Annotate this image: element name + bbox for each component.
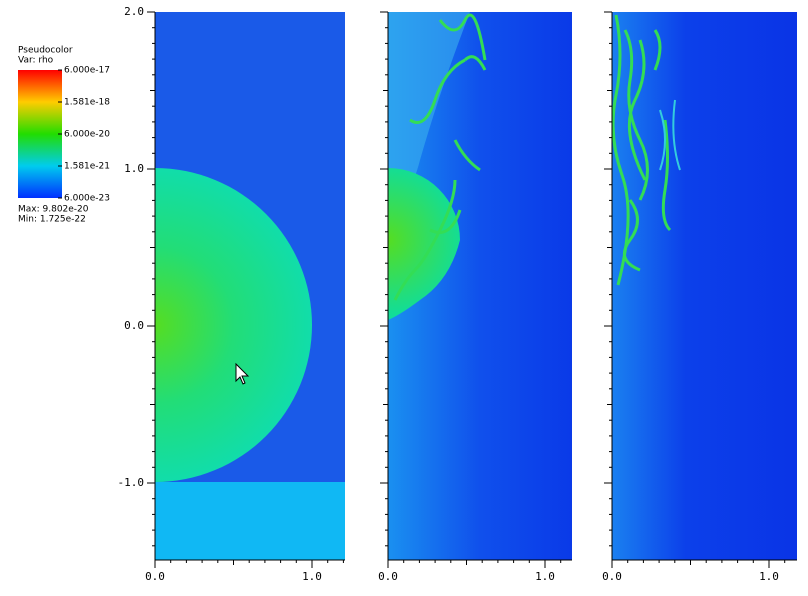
filaments bbox=[611, 14, 672, 286]
x-tick-label: 0.0 bbox=[378, 570, 398, 583]
filaments bbox=[659, 99, 681, 171]
x-tick-label: 1.0 bbox=[535, 570, 555, 583]
x-tick-label: 1.0 bbox=[759, 570, 779, 583]
y-tick-label: 0.0 bbox=[124, 319, 144, 332]
legend-title: Pseudocolor bbox=[18, 46, 73, 56]
mouse-cursor bbox=[235, 362, 250, 385]
x-tick-label: 1.0 bbox=[302, 570, 322, 583]
legend-label: 6.000e-23 bbox=[64, 194, 110, 204]
legend-min: Min: 1.725e-22 bbox=[18, 215, 86, 225]
lower-region bbox=[155, 482, 345, 560]
y-tick-label: -1.0 bbox=[118, 476, 145, 489]
legend-label: 1.581e-18 bbox=[64, 98, 110, 108]
plot-background bbox=[612, 12, 797, 560]
x-tick-label: 0.0 bbox=[602, 570, 622, 583]
legend-label: 6.000e-20 bbox=[64, 130, 110, 140]
legend-label: 1.581e-21 bbox=[64, 162, 110, 172]
cloud bbox=[155, 168, 312, 482]
y-tick-label: 2.0 bbox=[124, 5, 144, 18]
y-tick-label: 1.0 bbox=[124, 162, 144, 175]
filaments bbox=[393, 13, 487, 301]
legend-max: Max: 9.802e-20 bbox=[18, 205, 89, 215]
x-tick-label: 0.0 bbox=[145, 570, 165, 583]
color-bar bbox=[18, 70, 62, 198]
legend-variable: Var: rho bbox=[18, 56, 54, 66]
legend-label: 6.000e-17 bbox=[64, 66, 110, 76]
